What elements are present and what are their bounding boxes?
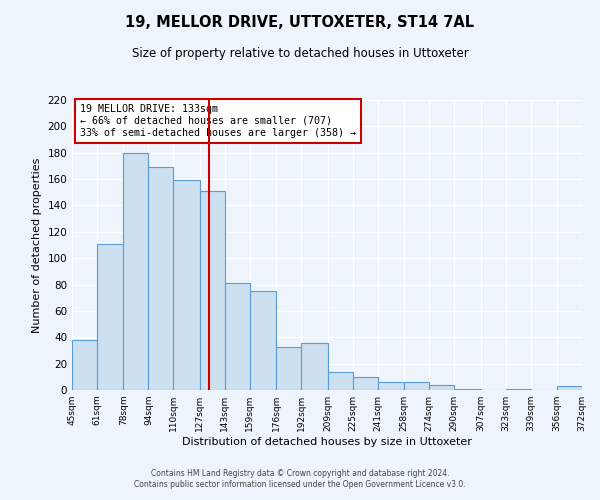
- Y-axis label: Number of detached properties: Number of detached properties: [32, 158, 42, 332]
- Bar: [72, 340, 97, 390]
- Text: Size of property relative to detached houses in Uttoxeter: Size of property relative to detached ho…: [131, 48, 469, 60]
- Text: Contains public sector information licensed under the Open Government Licence v3: Contains public sector information licen…: [134, 480, 466, 489]
- Bar: [200, 191, 225, 390]
- Bar: [454, 388, 481, 390]
- Text: 19, MELLOR DRIVE, UTTOXETER, ST14 7AL: 19, MELLOR DRIVE, UTTOXETER, ST14 7AL: [125, 15, 475, 30]
- Bar: [173, 180, 200, 390]
- Bar: [377, 382, 404, 390]
- Bar: [301, 342, 328, 390]
- Text: 19 MELLOR DRIVE: 133sqm
← 66% of detached houses are smaller (707)
33% of semi-d: 19 MELLOR DRIVE: 133sqm ← 66% of detache…: [80, 104, 356, 138]
- Bar: [506, 388, 530, 390]
- Bar: [353, 377, 377, 390]
- Bar: [277, 346, 301, 390]
- Bar: [557, 386, 582, 390]
- Text: Contains HM Land Registry data © Crown copyright and database right 2024.: Contains HM Land Registry data © Crown c…: [151, 468, 449, 477]
- X-axis label: Distribution of detached houses by size in Uttoxeter: Distribution of detached houses by size …: [182, 437, 472, 447]
- Bar: [429, 384, 454, 390]
- Bar: [225, 283, 250, 390]
- Bar: [250, 291, 277, 390]
- Bar: [404, 382, 429, 390]
- Bar: [148, 167, 173, 390]
- Bar: [97, 244, 124, 390]
- Bar: [328, 372, 353, 390]
- Bar: [124, 152, 148, 390]
